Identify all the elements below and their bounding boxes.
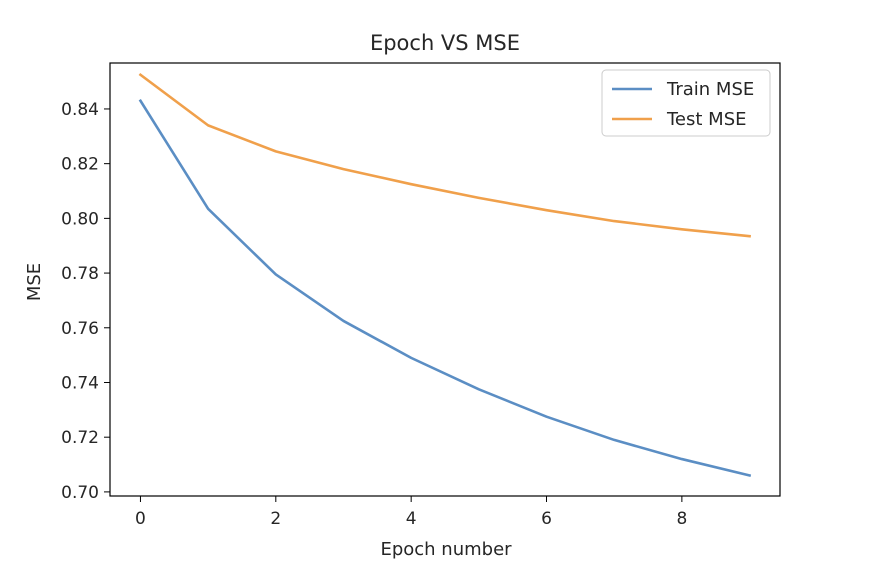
chart-title: Epoch VS MSE	[370, 31, 520, 55]
series-test-mse	[138, 72, 751, 238]
y-tick-label: 0.72	[61, 428, 99, 448]
y-tick-label: 0.82	[61, 155, 99, 175]
y-tick-label: 0.80	[61, 209, 99, 229]
y-tick-label: 0.84	[61, 100, 99, 120]
x-tick-label: 6	[541, 509, 552, 529]
x-tick-label: 8	[676, 509, 687, 529]
axis-ticks: 0 2 4 6 8 0.70 0.72 0.74 0.76 0.78 0.80 0.82 0.84	[61, 100, 687, 529]
x-tick-label: 2	[270, 509, 281, 529]
legend-label: Test MSE	[666, 109, 747, 130]
series-lines	[138, 72, 752, 478]
x-axis-title: Epoch number	[380, 539, 512, 560]
y-tick-label: 0.76	[61, 319, 99, 339]
x-tick-label: 4	[406, 509, 417, 529]
y-tick-label: 0.74	[61, 373, 99, 393]
legend-label: Train MSE	[666, 79, 754, 100]
legend: Train MSE Test MSE	[601, 69, 771, 137]
series-line	[138, 72, 751, 238]
plot-area-frame	[109, 62, 781, 497]
y-axis-title: MSE	[24, 263, 45, 301]
series-line	[138, 98, 752, 478]
series-train-mse	[138, 98, 752, 478]
y-tick-label: 0.70	[61, 483, 99, 503]
y-tick-label: 0.78	[61, 264, 99, 284]
x-tick-label: 0	[135, 509, 146, 529]
